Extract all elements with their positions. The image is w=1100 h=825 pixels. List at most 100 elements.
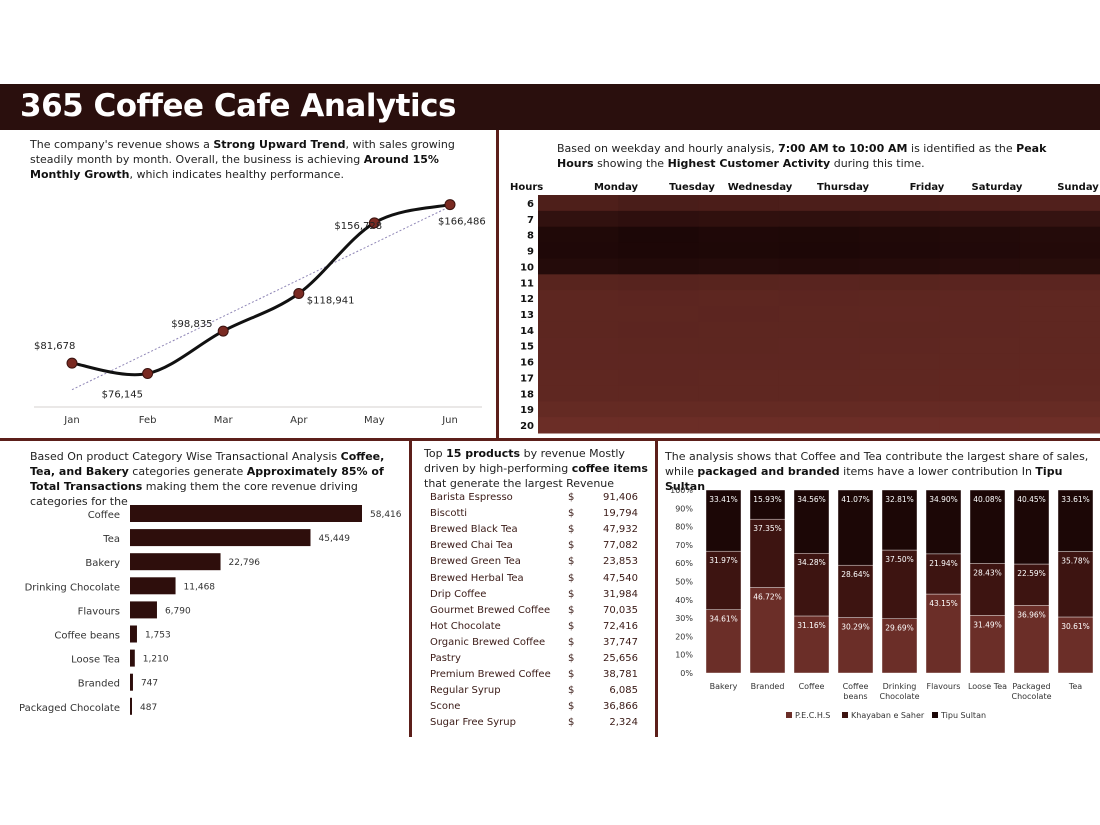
heatmap-cell [859,290,940,307]
heatmap-cell [859,369,940,386]
hour-label: 16 [520,358,534,369]
currency-symbol: $ [568,685,575,697]
heatmap-cell [538,226,619,244]
segment-label: 34.61% [709,615,738,624]
category-label: Drinking Chocolate [25,582,120,593]
product-revenue: 38,781 [603,669,638,681]
data-label: $156,728 [334,221,382,232]
text-segment: that generate the largest Revenue [424,477,615,490]
heatmap-cell [778,226,860,244]
hour-label: 8 [527,231,534,242]
stack-segment [1013,605,1050,674]
heatmap-cell [538,274,619,291]
heatmap-cell [1019,242,1100,259]
products-description: Top 15 products by revenue Mostly driven… [424,446,649,491]
stack-segment [837,617,874,674]
heatmap-cell [939,385,1021,402]
currency-symbol: $ [568,572,575,584]
heatmap-cell [1019,353,1100,371]
heatmap-cell [778,337,860,355]
x-tick-label: Mar [214,415,234,426]
x-tick-label: Feb [139,415,157,426]
heatmap-cell [1019,369,1100,386]
product-name: Premium Brewed Coffee [430,669,551,681]
product-revenue: 19,794 [603,508,638,520]
product-name: Hot Chocolate [430,620,501,632]
heatmap-cell [939,274,1021,291]
data-point [142,368,154,380]
segment-label: 30.61% [1061,622,1090,631]
legend-label: Khayaban e Saher [851,711,925,720]
y-tick-label: 80% [675,523,693,532]
data-point [368,217,380,229]
segment-label: 34.90% [929,495,958,504]
legend-swatch [842,712,848,718]
category-label: Packaged Chocolate [20,703,120,714]
segment-label: 22.59% [1017,569,1046,578]
product-name: Sugar Free Syrup [430,717,516,729]
heatmap-cell [618,242,700,259]
heatmap-cell [698,290,780,307]
segment-label: 28.43% [973,568,1002,577]
heatmap-cell [778,242,860,259]
text-segment: Based On product Category Wise Transacti… [30,450,341,463]
product-revenue: 72,416 [603,620,638,632]
segment-label: 37.35% [753,524,782,533]
heatmap-cell [939,306,1021,323]
heatmap-cell [698,306,780,323]
heatmap-cell [778,210,860,228]
category-bar [130,673,133,691]
segment-label: 46.72% [753,593,782,602]
legend-label: Tipu Sultan [940,711,986,720]
category-bar [130,649,135,667]
stack-segment [969,489,1006,564]
stack-segment [1057,489,1094,552]
text-segment: Approximately 85% of Total Transactions [30,465,384,493]
heatmap-cell [778,306,860,323]
hourly-heatmap: Hours Monday Tuesday Wednesday Thursday Frida… [510,182,1100,434]
data-point [293,287,305,299]
data-point [217,325,229,337]
heatmap-cell [1019,195,1100,212]
category-label: Bakery [85,558,120,569]
text-segment: , with sales growing steadily month by m… [30,138,455,166]
heatmap-cell [778,401,860,418]
hour-label: 20 [520,421,534,432]
bar-value-label: 747 [141,679,158,689]
heatmap-cell [859,274,940,291]
currency-symbol: $ [568,653,575,664]
heatmap-cell [698,195,780,212]
day-label: Wednesday [728,182,793,193]
heatmap-cell [1019,258,1100,275]
heatmap-cell [538,401,619,418]
heatmap-cell [618,385,700,402]
heatmap-corner-label: Hours [510,182,543,193]
category-label: Coffee [88,510,120,521]
heatmap-cell [618,401,700,418]
text-segment: Strong Upward Trend [213,138,346,151]
heatmap-cell [859,242,940,259]
stack-segment [793,615,830,674]
stack-segment [705,609,742,674]
trend-line [71,206,451,391]
heatmap-cell [698,226,780,244]
heatmap-cell [859,321,940,339]
text-segment: , which indicates healthy performance. [129,168,344,181]
text-segment: items have a lower contribution In [839,465,1036,478]
heatmap-cell [538,242,619,259]
stack-segment [969,615,1006,674]
legend-swatch [786,712,792,718]
hour-label: 12 [520,294,534,305]
hour-label: 7 [527,215,534,226]
heatmap-cell [698,210,780,228]
hour-label: 13 [520,310,534,321]
x-tick-label: May [364,415,385,426]
heatmap-cell [698,274,780,291]
x-category-label: Loose Tea [968,682,1007,691]
heatmap-cell [859,258,940,275]
y-tick-label: 50% [675,578,693,587]
x-category-label: Chocolate [879,692,919,701]
y-tick-label: 30% [675,614,693,623]
stack-segment [881,549,918,619]
heatmap-cell [698,258,780,275]
